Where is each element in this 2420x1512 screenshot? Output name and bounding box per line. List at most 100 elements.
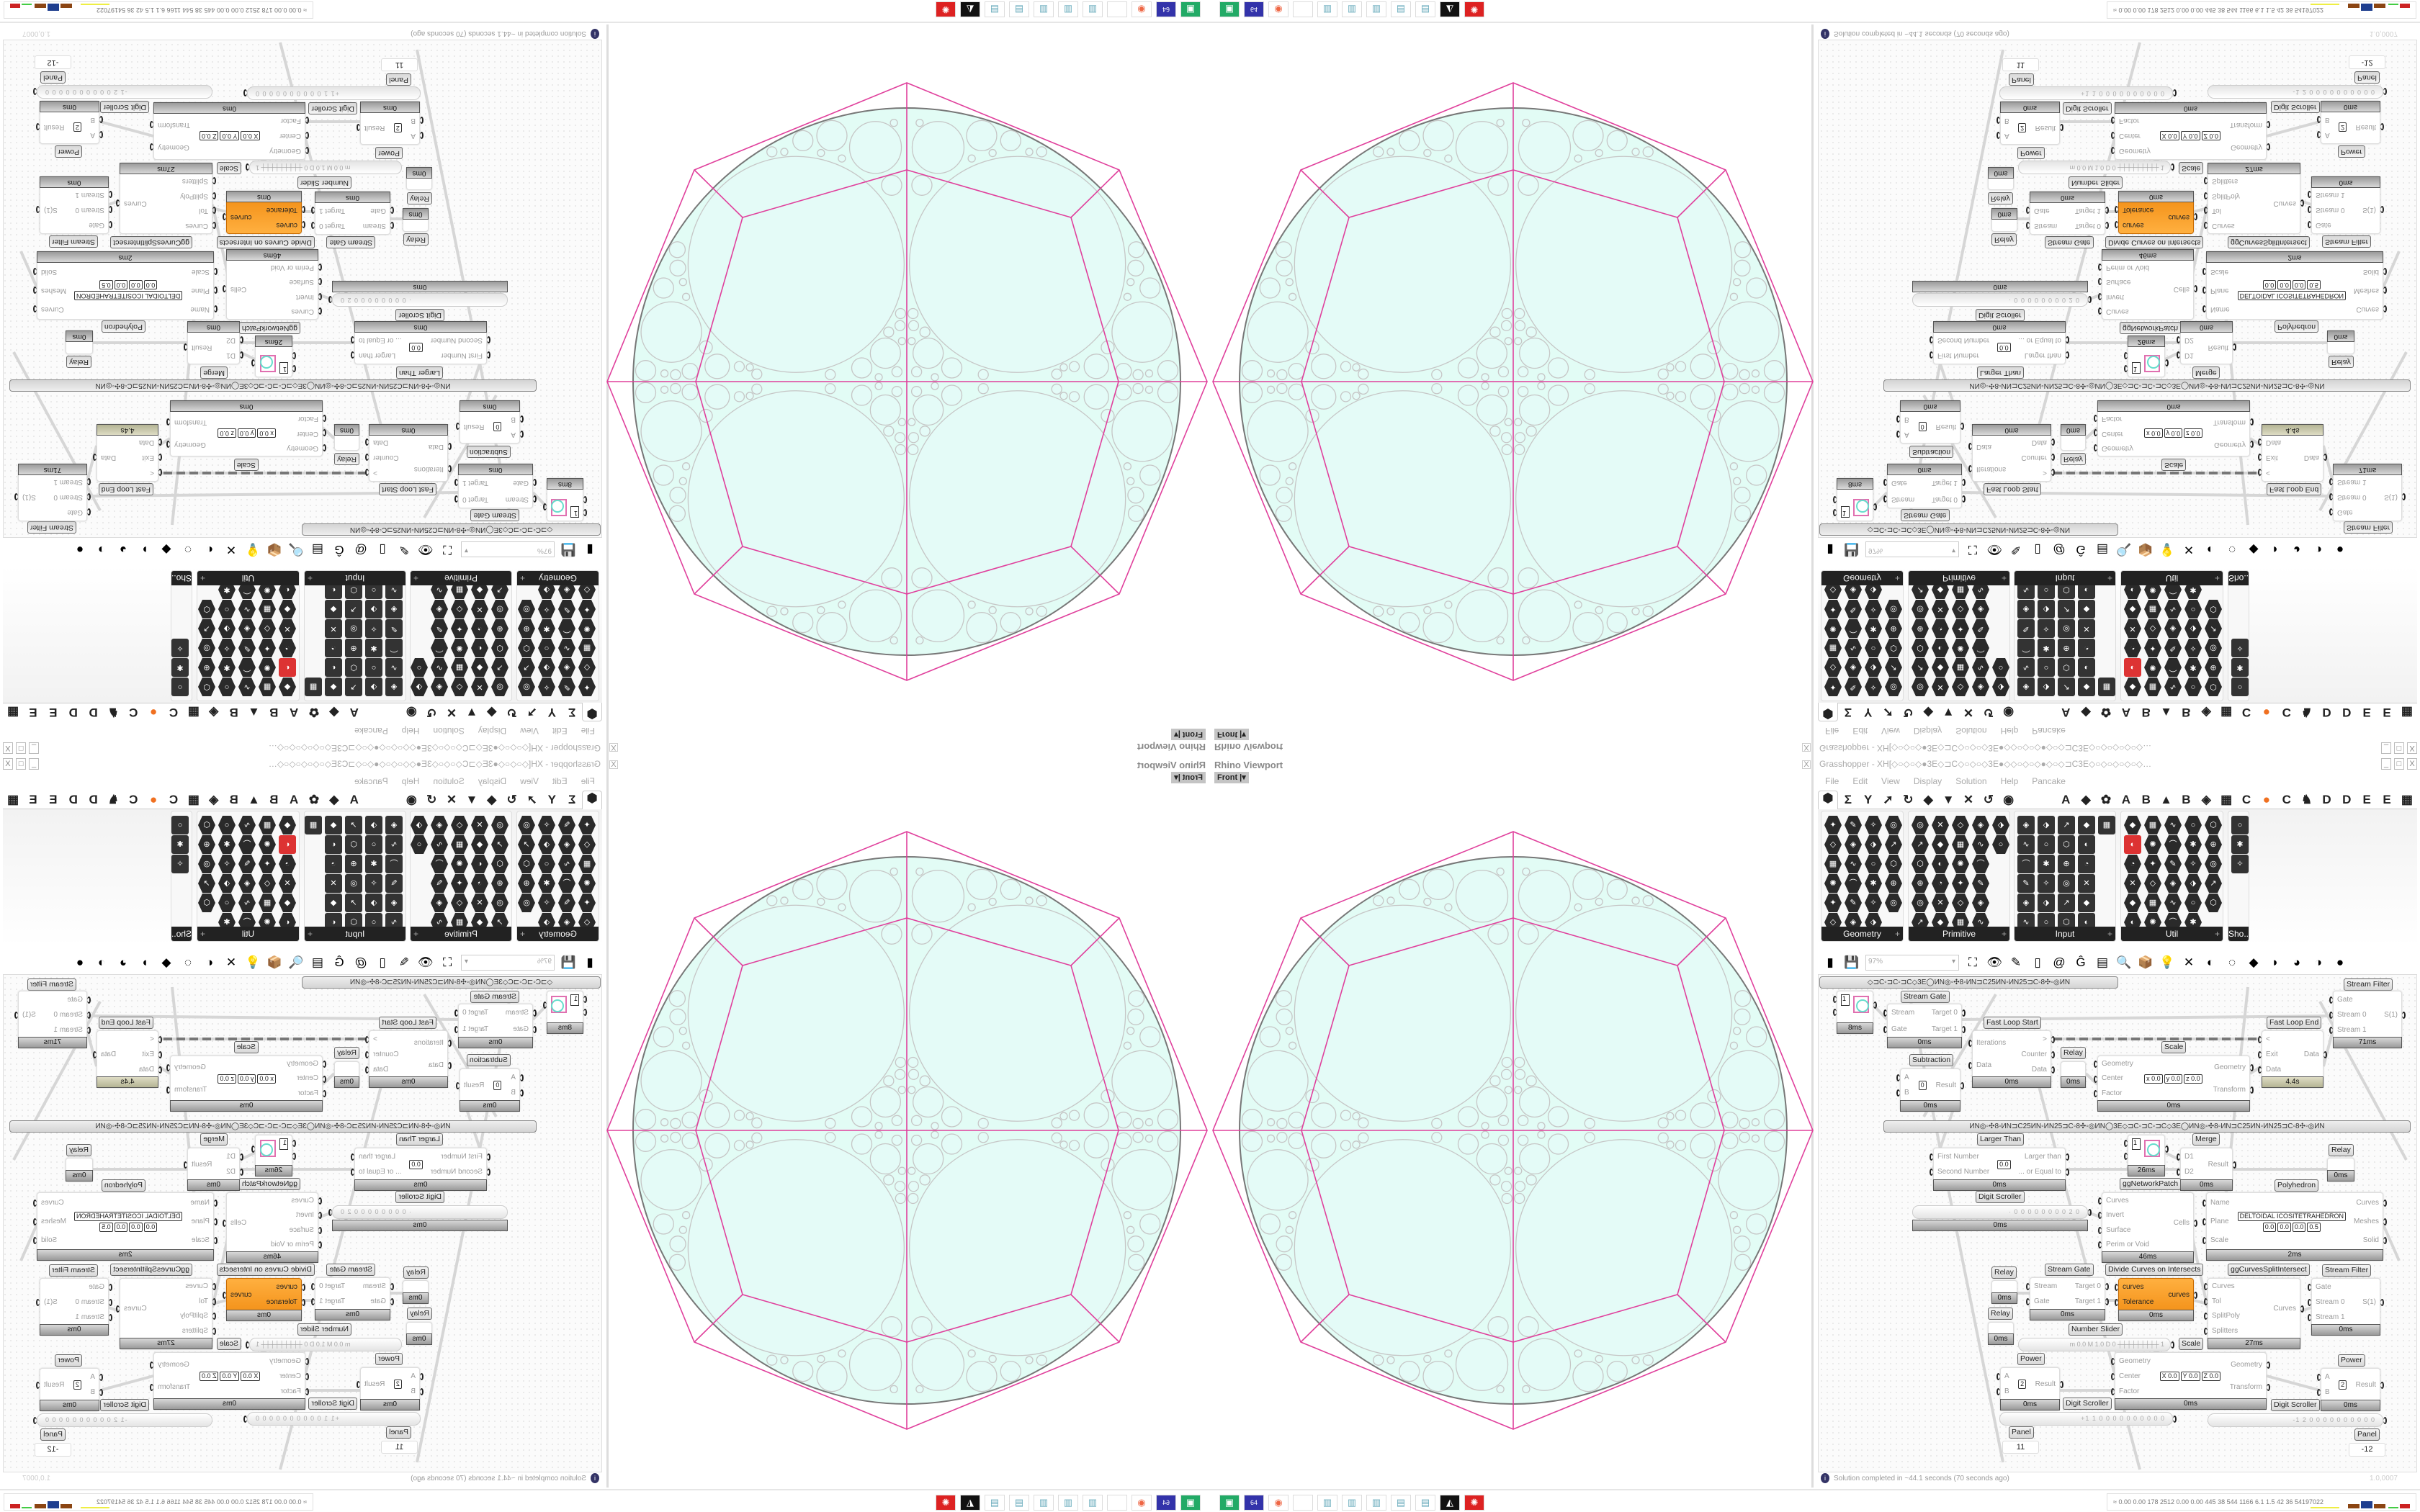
input-grip[interactable] <box>2317 115 2321 123</box>
component-icon[interactable]: ◇ <box>451 894 468 912</box>
power-2-label[interactable]: Power <box>2338 1354 2365 1367</box>
rhino-viewport[interactable]: Rhino Viewport Front |▾ X <box>1210 24 1814 756</box>
menu-edit[interactable]: Edit <box>1852 726 1868 736</box>
minimize-button[interactable]: _ <box>29 758 39 770</box>
output-grip[interactable] <box>223 1291 226 1299</box>
component-icon[interactable]: ∿ <box>1972 658 1989 677</box>
component-icon[interactable]: ✎ <box>1972 619 1989 638</box>
output-grip[interactable] <box>2066 1153 2069 1161</box>
input-grip[interactable] <box>212 221 216 229</box>
wire[interactable] <box>108 199 120 206</box>
fast-loop-start-label[interactable]: Fast Loop Start <box>1984 483 2041 495</box>
fast-loop-end[interactable]: < Exit Data Data 4.4s <box>93 424 162 482</box>
value-box[interactable]: 0.0 <box>2277 1223 2291 1232</box>
output-grip[interactable] <box>116 1305 120 1313</box>
input-grip[interactable] <box>2026 206 2030 214</box>
output-grip[interactable] <box>311 1282 315 1290</box>
input-grip[interactable] <box>533 495 537 503</box>
tab-5[interactable]: ◆ <box>487 706 497 720</box>
component-icon[interactable]: ∿ <box>238 600 256 618</box>
input-grip[interactable] <box>2308 221 2311 229</box>
menu-solution[interactable]: Solution <box>1955 776 1987 786</box>
component-icon[interactable]: ▦ <box>305 816 322 834</box>
component-icon[interactable]: ✎ <box>238 855 256 873</box>
component-icon[interactable]: ⬡ <box>2205 894 2222 912</box>
component-icon[interactable]: ↗ <box>2058 678 2075 696</box>
calculator-icon[interactable]: ▥ <box>1317 1495 1337 1511</box>
component-icon[interactable]: ○ <box>2038 658 2055 677</box>
panel-footer[interactable]: Input + <box>2015 927 2115 941</box>
tab-2[interactable]: Y <box>547 706 557 720</box>
tab-10[interactable]: A <box>349 706 359 720</box>
output-grip[interactable] <box>184 343 187 351</box>
component-icon[interactable]: ◎ <box>491 894 508 912</box>
component-icon[interactable]: ✧ <box>2038 874 2055 893</box>
subtraction-label[interactable]: Subtraction <box>466 446 511 458</box>
stream-filter-2-label[interactable]: Stream Filter <box>2322 1264 2372 1277</box>
larger-than-label[interactable]: Larger Than <box>1977 1133 2025 1146</box>
cluster-icon[interactable]: ▯ <box>2034 543 2041 557</box>
input-grip[interactable] <box>1883 1025 1887 1033</box>
component-icon[interactable]: ∿ <box>558 639 575 657</box>
menu-help[interactable]: Help <box>2000 726 2019 736</box>
digit-scroller-2-label[interactable]: Digit Scroller <box>2063 102 2112 114</box>
close-button[interactable]: X <box>3 742 13 754</box>
input-grip[interactable] <box>109 1313 112 1321</box>
tab-11[interactable]: ◆ <box>329 706 339 720</box>
output-grip[interactable] <box>365 469 369 477</box>
component-icon[interactable]: ✱ <box>2184 835 2202 854</box>
component-icon[interactable]: ✧ <box>2038 619 2055 638</box>
component-icon[interactable]: ↗ <box>345 816 362 834</box>
output-grip[interactable] <box>2088 296 2092 303</box>
wire[interactable] <box>212 207 227 213</box>
bulb-icon[interactable]: 💡 <box>245 543 261 557</box>
fast-loop-end[interactable]: < Exit Data Data 4.4s <box>2258 424 2327 482</box>
relay-3[interactable]: 0ms <box>1991 1280 2017 1304</box>
wire[interactable] <box>2382 1224 2401 1261</box>
component-icon[interactable]: ○ <box>2184 894 2202 912</box>
input-grip[interactable] <box>2202 305 2206 312</box>
calculator-icon[interactable]: ▥ <box>1034 1495 1054 1511</box>
input-grip[interactable] <box>302 1283 305 1291</box>
expand-icon[interactable]: + <box>1894 573 1900 583</box>
input-grip[interactable] <box>2258 469 2262 477</box>
component-icon[interactable]: ∿ <box>238 678 256 696</box>
component-icon[interactable]: ⊕ <box>198 835 215 854</box>
component-icon[interactable]: ⌒ <box>431 639 448 657</box>
input-grip[interactable] <box>520 1074 524 1081</box>
component-icon[interactable]: ◈ <box>1972 600 1989 618</box>
value-box[interactable]: Y 0.0 <box>2180 131 2200 140</box>
menu-edit[interactable]: Edit <box>552 776 568 786</box>
stream-gate-2-label[interactable]: Stream Gate <box>2045 1264 2094 1276</box>
input-grip[interactable] <box>2115 205 2118 213</box>
tab-0[interactable]: ⬢ <box>1818 790 1838 809</box>
component-icon[interactable]: ✦ <box>451 619 468 638</box>
component-icon[interactable]: ✕ <box>279 874 296 893</box>
component-icon[interactable]: ○ <box>365 658 382 677</box>
component-icon[interactable]: ○ <box>411 658 428 677</box>
input-grip[interactable] <box>2115 1283 2118 1291</box>
relay-1[interactable]: 0ms <box>2061 1061 2086 1088</box>
value-box[interactable]: z 0.0 <box>218 1074 236 1084</box>
polyhedron-label[interactable]: Polyhedron <box>101 1179 145 1192</box>
output-grip[interactable] <box>150 1361 153 1369</box>
component-icon[interactable]: ∿ <box>431 835 448 854</box>
tab-25[interactable]: E <box>49 706 58 720</box>
output-grip[interactable] <box>2383 1200 2387 1207</box>
component-icon[interactable]: ◎ <box>1885 600 1902 618</box>
component-icon[interactable]: ✺ <box>259 835 276 854</box>
component-icon[interactable]: ✦ <box>1952 619 1969 638</box>
stream-filter-2[interactable]: Gate Stream 0 Stream 1 S(1) 0ms <box>2308 1278 2384 1336</box>
wires-icon[interactable]: ✕ <box>2183 543 2195 557</box>
wireframe-icon[interactable]: ◌ <box>184 955 192 969</box>
component-icon[interactable]: ◈ <box>385 816 403 834</box>
tab-0[interactable]: ⬢ <box>582 790 602 809</box>
digit-scroller-2-label[interactable]: Digit Scroller <box>308 102 357 114</box>
component-icon[interactable]: ◈ <box>558 835 575 854</box>
rhino-viewport[interactable]: Rhino Viewport Front |▾ X <box>606 24 1210 756</box>
tab-26[interactable]: E <box>29 792 37 806</box>
fast-loop-start[interactable]: Iterations Data > Counter Data 0ms <box>365 1030 452 1088</box>
stream-gate-1[interactable]: Stream Gate Target 0 Target 1 0ms <box>454 1004 537 1048</box>
component-icon[interactable]: ◐ <box>325 658 342 677</box>
value-box[interactable]: 0 <box>1918 1081 1927 1090</box>
